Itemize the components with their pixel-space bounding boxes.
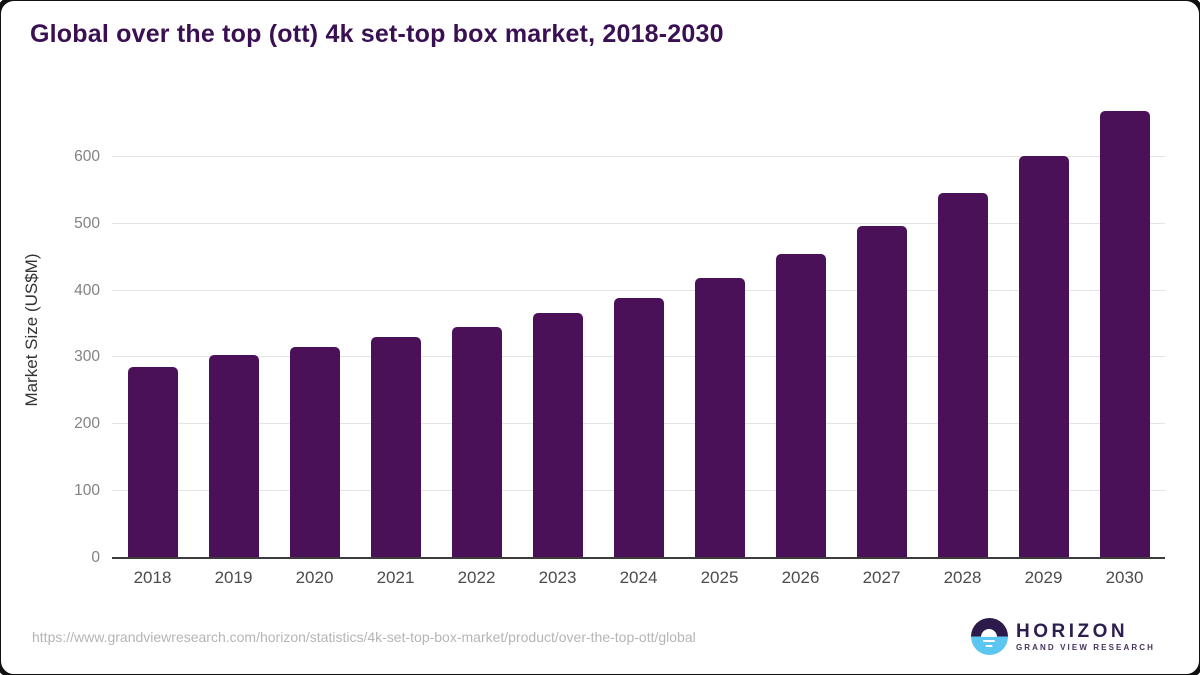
y-tick-label-400: 400 <box>74 281 100 299</box>
y-tick-label-500: 500 <box>74 214 100 232</box>
gridline-500 <box>112 222 1165 224</box>
x-tick-label-2028: 2028 <box>943 568 982 587</box>
bar-slot-2020 <box>274 100 355 558</box>
bar-slot-2022 <box>436 100 517 558</box>
bar-slot-2028 <box>922 100 1003 558</box>
bar-2030 <box>1099 111 1150 558</box>
sun-reflection-icon <box>985 644 993 647</box>
x-tick-label-2026: 2026 <box>781 568 820 587</box>
sun-icon <box>981 628 998 637</box>
horizon-logo: HORIZON GRAND VIEW RESEARCH <box>970 618 1155 655</box>
bar-slot-2030 <box>1084 100 1165 558</box>
x-axis: 2018 2019 2020 2021 2022 2023 2024 2025 2026 2027… <box>112 568 1165 588</box>
bar-2024 <box>613 297 664 558</box>
y-tick-label-200: 200 <box>74 415 100 433</box>
y-tick-label-300: 300 <box>74 348 100 366</box>
x-tick-label-2025: 2025 <box>700 568 739 587</box>
y-tick-label-600: 600 <box>74 147 100 165</box>
bars-container <box>112 100 1165 558</box>
bar-2028 <box>937 192 988 558</box>
x-tick-label-2029: 2029 <box>1024 568 1063 587</box>
logo-subtitle: GRAND VIEW RESEARCH <box>1015 642 1155 652</box>
x-tick-label-2019: 2019 <box>214 568 253 587</box>
x-tick-label-2020: 2020 <box>295 568 334 587</box>
y-tick-label-0: 0 <box>91 549 100 566</box>
x-tick-label-2021: 2021 <box>376 568 415 587</box>
y-tick-label-100: 100 <box>74 482 100 500</box>
bar-2018 <box>127 366 178 558</box>
bar-slot-2029 <box>1003 100 1084 558</box>
chart-title: Global over the top (ott) 4k set-top box… <box>30 20 724 48</box>
bar-2023 <box>532 313 583 558</box>
bar-slot-2027 <box>841 100 922 558</box>
bar-2027 <box>856 225 907 558</box>
bar-slot-2024 <box>598 100 679 558</box>
x-tick-label-2024: 2024 <box>619 568 658 587</box>
bar-slot-2018 <box>112 100 193 558</box>
horizon-logo-text: HORIZON GRAND VIEW RESEARCH <box>1016 622 1155 652</box>
horizon-logo-icon <box>970 618 1008 655</box>
bar-slot-2023 <box>517 100 598 558</box>
gridline-400 <box>112 289 1165 291</box>
bar-2025 <box>694 277 745 558</box>
bar-2019 <box>208 354 259 558</box>
logo-wordmark: HORIZON <box>1015 620 1129 642</box>
bar-2029 <box>1018 156 1069 558</box>
x-tick-label-2022: 2022 <box>457 568 496 587</box>
plot-area <box>112 100 1165 559</box>
bar-2022 <box>451 326 502 558</box>
bar-2021 <box>370 337 421 558</box>
bar-slot-2021 <box>355 100 436 558</box>
bar-slot-2026 <box>760 100 841 558</box>
x-tick-label-2027: 2027 <box>862 568 901 587</box>
sun-reflection-icon <box>983 639 996 642</box>
x-tick-label-2018: 2018 <box>133 568 172 587</box>
source-url: https://www.grandviewresearch.com/horizo… <box>32 629 696 645</box>
x-tick-label-2023: 2023 <box>538 568 577 587</box>
bar-2020 <box>289 346 340 558</box>
x-axis-line <box>112 557 1165 559</box>
bar-slot-2019 <box>193 100 274 558</box>
gridline-600 <box>112 155 1165 157</box>
x-tick-label-2030: 2030 <box>1105 568 1144 587</box>
bar-2026 <box>775 253 826 558</box>
y-axis: 0 100 200 300 400 500 600 <box>30 100 100 566</box>
bar-slot-2025 <box>679 100 760 558</box>
